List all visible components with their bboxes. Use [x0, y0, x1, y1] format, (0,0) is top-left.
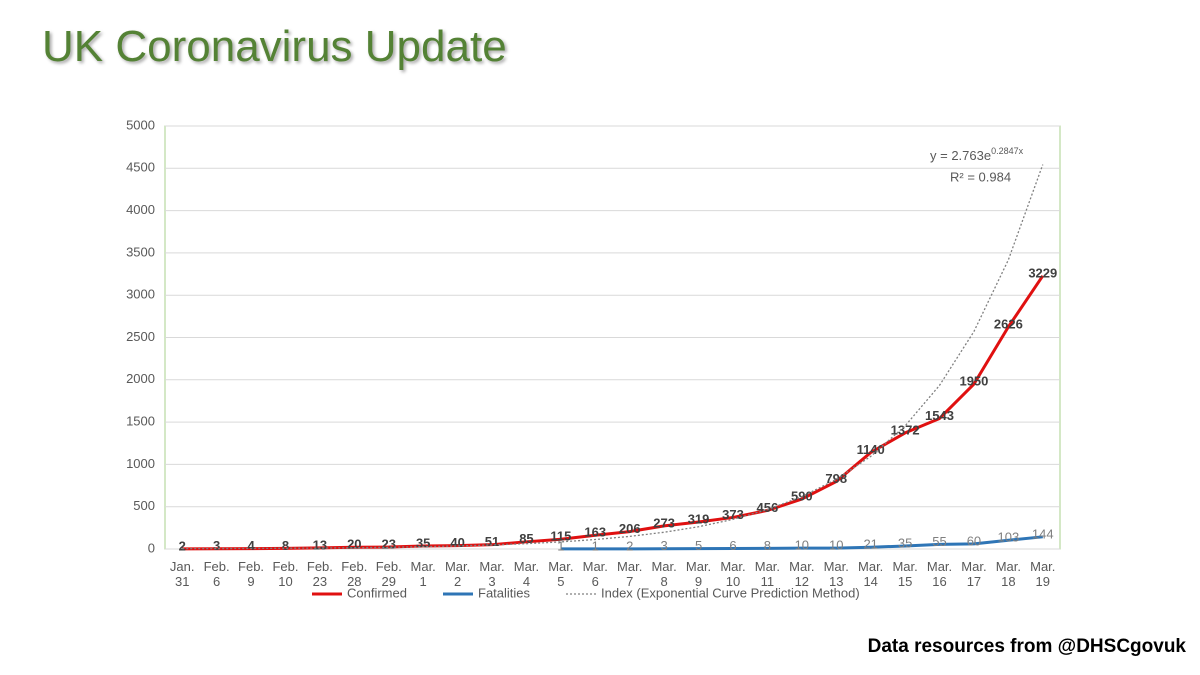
x-tick-label: Feb. 10 — [272, 559, 299, 589]
x-tick-label: Feb. 9 — [238, 559, 265, 589]
y-tick-label: 2500 — [126, 329, 155, 344]
x-tick-label: Mar. 8 — [651, 559, 677, 589]
data-label: 6 — [729, 538, 736, 553]
data-label: 1 — [557, 538, 564, 553]
data-label: 21 — [863, 537, 877, 552]
data-label: 3 — [661, 538, 668, 553]
x-tick-label: Mar. 14 — [858, 559, 884, 589]
data-label: 2 — [626, 538, 633, 553]
series-line — [560, 535, 1043, 551]
x-tick-label: Mar. 13 — [823, 559, 849, 589]
data-label: 5 — [695, 538, 702, 553]
y-tick-label: 3000 — [126, 287, 155, 302]
data-label: 103 — [998, 530, 1020, 545]
y-tick-label: 1500 — [126, 414, 155, 429]
x-tick-label: Mar. 1 — [410, 559, 436, 589]
y-tick-label: 4500 — [126, 160, 155, 175]
data-label: 115 — [550, 529, 571, 544]
source-note: Data resources from @DHSCgovuk — [867, 636, 1186, 657]
legend-label: Index (Exponential Curve Prediction Meth… — [601, 585, 860, 600]
x-tick-label: Mar. 2 — [444, 559, 471, 589]
series-line — [182, 274, 1045, 551]
x-tick-label: Mar. 16 — [926, 559, 953, 589]
y-tick-label: 4000 — [126, 202, 155, 217]
trendline-equation: y = 2.763e0.2847x — [930, 146, 1024, 163]
legend-label: Fatalities — [478, 585, 531, 600]
data-label: 1543 — [925, 408, 954, 423]
data-label: 8 — [282, 538, 289, 553]
x-tick-label: Feb. 28 — [341, 559, 368, 589]
y-tick-label: 1000 — [126, 456, 155, 471]
x-tick-label: Mar. 10 — [720, 559, 746, 589]
y-tick-label: 3500 — [126, 244, 155, 259]
data-label: 55 — [932, 534, 946, 549]
data-label: 798 — [825, 471, 847, 486]
data-label: 35 — [898, 535, 912, 550]
data-label: 13 — [313, 537, 327, 552]
x-tick-label: Mar. 6 — [582, 559, 608, 589]
x-tick-label: Mar. 11 — [754, 559, 781, 589]
data-label: 319 — [688, 511, 710, 526]
legend-label: Confirmed — [347, 585, 407, 600]
x-tick-label: Feb. 29 — [375, 559, 402, 589]
data-label: 206 — [619, 521, 641, 536]
series-line — [182, 164, 1044, 550]
x-tick-label: Jan. 31 — [169, 559, 195, 589]
x-tick-label: Mar. 4 — [513, 559, 540, 589]
data-label: 1140 — [857, 442, 885, 457]
data-label: 10 — [795, 538, 809, 553]
data-label: 456 — [757, 500, 779, 515]
data-label: 60 — [967, 533, 981, 548]
data-label: 8 — [764, 538, 771, 553]
x-tick-label: Mar. 18 — [995, 559, 1021, 589]
y-tick-label: 2000 — [126, 371, 155, 386]
data-label: 2626 — [994, 316, 1023, 331]
data-label: 2 — [179, 538, 186, 553]
data-label: 273 — [653, 515, 675, 530]
data-label: 85 — [519, 531, 533, 546]
data-label: 51 — [485, 534, 499, 549]
x-tick-label: Mar. 9 — [685, 559, 712, 589]
x-tick-label: Mar. 3 — [479, 559, 505, 589]
trendline-r2: R² = 0.984 — [950, 169, 1011, 184]
data-label: 20 — [347, 537, 361, 552]
data-label: 1372 — [891, 422, 920, 437]
data-label: 1 — [592, 538, 599, 553]
x-tick-label: Mar. 19 — [1030, 559, 1056, 589]
data-label: 144 — [1032, 526, 1054, 541]
x-tick-label: Mar. 7 — [617, 559, 643, 589]
equation-text: y = 2.763e — [930, 148, 991, 163]
x-tick-label: Mar. 17 — [961, 559, 987, 589]
data-label: 4 — [247, 538, 255, 553]
x-tick-label: Feb. 6 — [203, 559, 230, 589]
data-label: 35 — [416, 535, 430, 550]
data-label: 3229 — [1028, 265, 1057, 280]
y-tick-label: 5000 — [126, 117, 155, 132]
x-tick-label: Mar. 15 — [892, 559, 918, 589]
data-label: 1950 — [959, 373, 988, 388]
data-label: 3 — [213, 538, 220, 553]
data-label: 163 — [584, 525, 606, 540]
x-tick-label: Mar. 5 — [548, 559, 574, 589]
data-label: 23 — [382, 536, 396, 551]
x-tick-label: Mar. 12 — [789, 559, 815, 589]
data-label: 373 — [722, 507, 744, 522]
y-tick-label: 0 — [148, 540, 155, 555]
slide-title: UK Coronavirus Update — [42, 22, 507, 71]
data-label: 10 — [829, 538, 843, 553]
y-tick-label: 500 — [133, 498, 155, 513]
equation-exponent: 0.2847x — [991, 146, 1024, 156]
x-tick-label: Feb. 23 — [306, 559, 333, 589]
data-label: 40 — [450, 535, 464, 550]
